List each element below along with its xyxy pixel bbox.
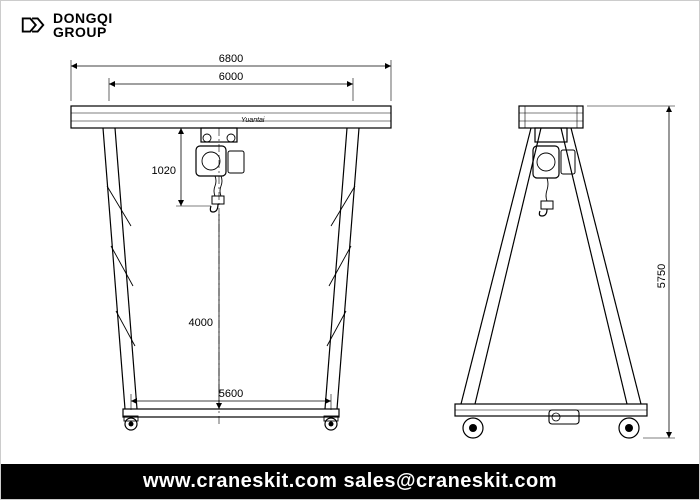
svg-text:6000: 6000	[219, 71, 243, 83]
front-view: 6800 6000 Yuantai	[71, 53, 391, 430]
brand-logo: DONGQI GROUP	[19, 11, 113, 39]
svg-text:5600: 5600	[219, 388, 243, 400]
footer-text: www.craneskit.com sales@craneskit.com	[143, 470, 557, 492]
technical-drawing: 6800 6000 Yuantai	[11, 46, 689, 454]
left-legs	[103, 128, 137, 409]
drive-motor	[549, 410, 579, 424]
right-legs	[325, 128, 359, 409]
dim-5750: 5750	[587, 106, 675, 438]
base-bar	[123, 409, 339, 417]
wheel-side-right	[619, 418, 639, 438]
svg-text:5750: 5750	[656, 264, 668, 288]
dim-6000: 6000	[109, 71, 353, 101]
svg-text:6800: 6800	[219, 53, 243, 65]
dim-4000: 4000	[189, 214, 222, 409]
hoist-trolley	[196, 128, 244, 212]
side-view: 5750	[455, 106, 675, 438]
svg-text:1020: 1020	[152, 165, 176, 177]
footer-bar: www.craneskit.com sales@craneskit.com	[1, 464, 699, 499]
logo-text-top: DONGQI	[53, 11, 113, 25]
wheel-left	[124, 416, 138, 430]
dongqi-logo-icon	[19, 11, 47, 39]
wheel-side-left	[463, 418, 483, 438]
beam-brand-mark: Yuantai	[241, 117, 265, 124]
svg-text:4000: 4000	[189, 317, 213, 329]
beam-end	[519, 106, 583, 128]
hoist-side	[533, 128, 575, 216]
main-beam	[71, 106, 391, 128]
wheel-right	[324, 416, 338, 430]
dim-5600: 5600	[131, 388, 331, 410]
dim-1020: 1020	[152, 128, 211, 206]
logo-text-bottom: GROUP	[53, 25, 113, 39]
